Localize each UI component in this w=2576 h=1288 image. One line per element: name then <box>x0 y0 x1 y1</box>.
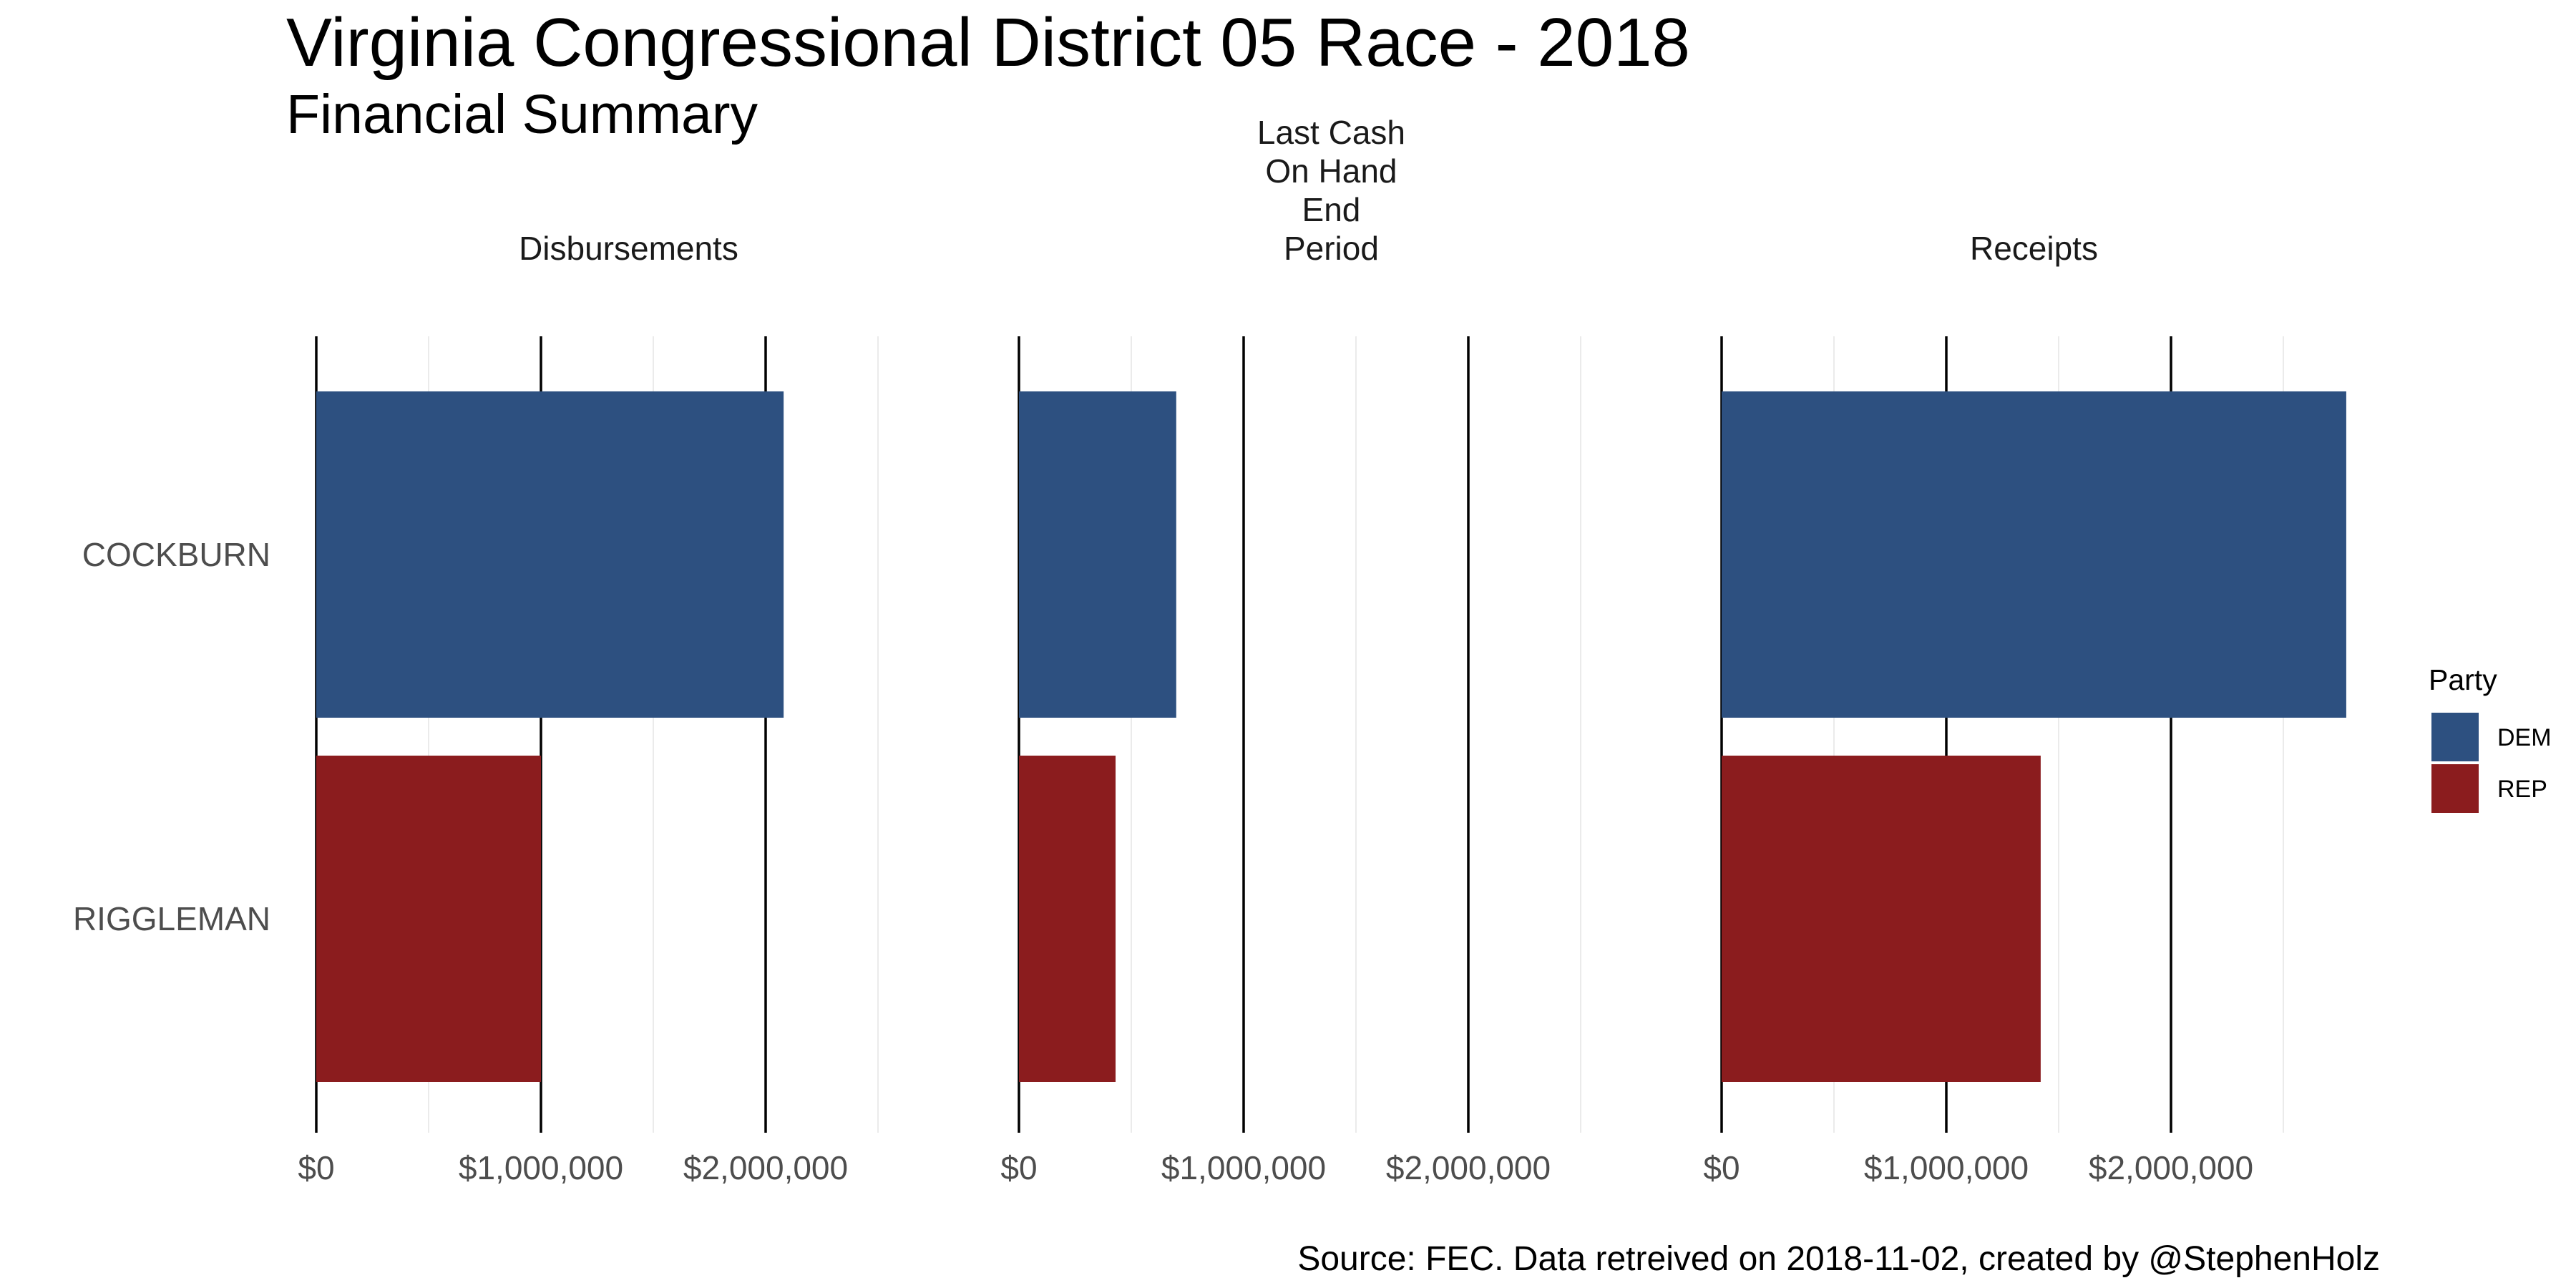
bar-riggleman <box>316 756 541 1082</box>
x-tick-label: $1,000,000 <box>1161 1149 1326 1186</box>
legend-label: REP <box>2497 776 2547 803</box>
facet-strip-label: End <box>1302 191 1361 228</box>
facet-strip-label: Last Cash <box>1257 114 1405 151</box>
bar-riggleman <box>1722 756 2041 1082</box>
x-tick-label: $2,000,000 <box>683 1149 848 1186</box>
facet-strip-label: On Hand <box>1265 152 1397 190</box>
facet-panels: $0 $1,000,000 $2,000,000 Disbursements $0 $1,… <box>298 114 2346 1186</box>
legend: Party DEM REP <box>2429 663 2552 813</box>
chart-title: Virginia Congressional District 05 Race … <box>286 4 1690 81</box>
legend-swatch-rep <box>2431 764 2479 813</box>
legend-swatch-dem <box>2431 713 2479 761</box>
facet-panel: $0 $1,000,000 $2,000,000 Receipts <box>1703 230 2346 1186</box>
y-tick-label: COCKBURN <box>82 536 270 573</box>
facet-panel: $0 $1,000,000 $2,000,000 Disbursements <box>298 230 879 1186</box>
x-tick-label: $0 <box>1000 1149 1037 1186</box>
x-tick-label: $1,000,000 <box>459 1149 623 1186</box>
y-tick-label: RIGGLEMAN <box>73 900 270 937</box>
legend-label: DEM <box>2497 724 2552 751</box>
chart-caption: Source: FEC. Data retreived on 2018-11-0… <box>1297 1240 2380 1278</box>
chart-subtitle: Financial Summary <box>286 84 758 145</box>
facet-strip-label: Receipts <box>1970 230 2098 267</box>
legend-title: Party <box>2429 663 2497 696</box>
x-tick-label: $0 <box>1703 1149 1740 1186</box>
legend-entries: DEM REP <box>2431 713 2552 813</box>
bar-cockburn <box>316 391 784 718</box>
y-axis-labels: COCKBURN RIGGLEMAN <box>73 536 270 937</box>
x-tick-label: $1,000,000 <box>1864 1149 2029 1186</box>
x-tick-label: $0 <box>298 1149 334 1186</box>
bar-cockburn <box>1722 391 2346 718</box>
x-tick-label: $2,000,000 <box>1386 1149 1551 1186</box>
x-tick-label: $2,000,000 <box>2089 1149 2253 1186</box>
facet-strip-label: Period <box>1284 230 1379 267</box>
facet-strip-label: Disbursements <box>519 230 738 267</box>
bar-cockburn <box>1019 391 1176 718</box>
bar-riggleman <box>1019 756 1116 1082</box>
